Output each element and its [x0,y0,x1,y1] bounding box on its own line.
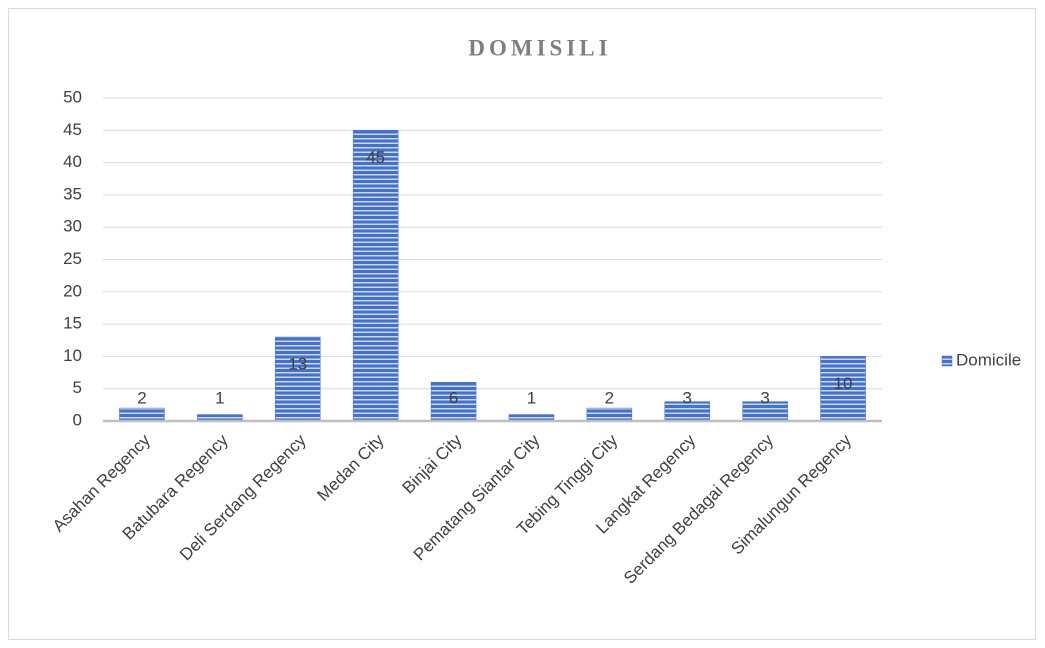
data-label: 1 [215,388,224,407]
data-label: 1 [527,388,536,407]
data-label: 2 [137,388,146,407]
y-tick-label: 50 [63,87,82,106]
y-tick-label: 45 [63,120,82,139]
chart-title: DOMISILI [468,35,611,60]
y-tick-label: 15 [63,314,82,333]
data-label: 13 [288,355,307,374]
y-tick-label: 20 [63,281,82,300]
data-label: 3 [683,388,692,407]
data-label: 10 [834,374,853,393]
y-tick-label: 10 [63,346,82,365]
bar [586,407,633,422]
data-label: 3 [760,388,769,407]
legend-swatch [941,355,953,367]
y-tick-label: 0 [73,410,82,429]
y-tick-label: 5 [73,378,82,397]
data-label: 45 [366,148,385,167]
y-tick-label: 30 [63,217,82,236]
data-label: 6 [449,388,458,407]
legend-label: Domicile [956,350,1021,369]
bar [275,336,321,422]
data-label: 2 [605,388,614,407]
y-tick-label: 40 [63,152,82,171]
bar [352,130,399,422]
bar [820,356,866,422]
bar [119,407,165,422]
y-tick-label: 25 [63,249,82,268]
bar [430,381,477,422]
y-tick-label: 35 [63,184,82,203]
